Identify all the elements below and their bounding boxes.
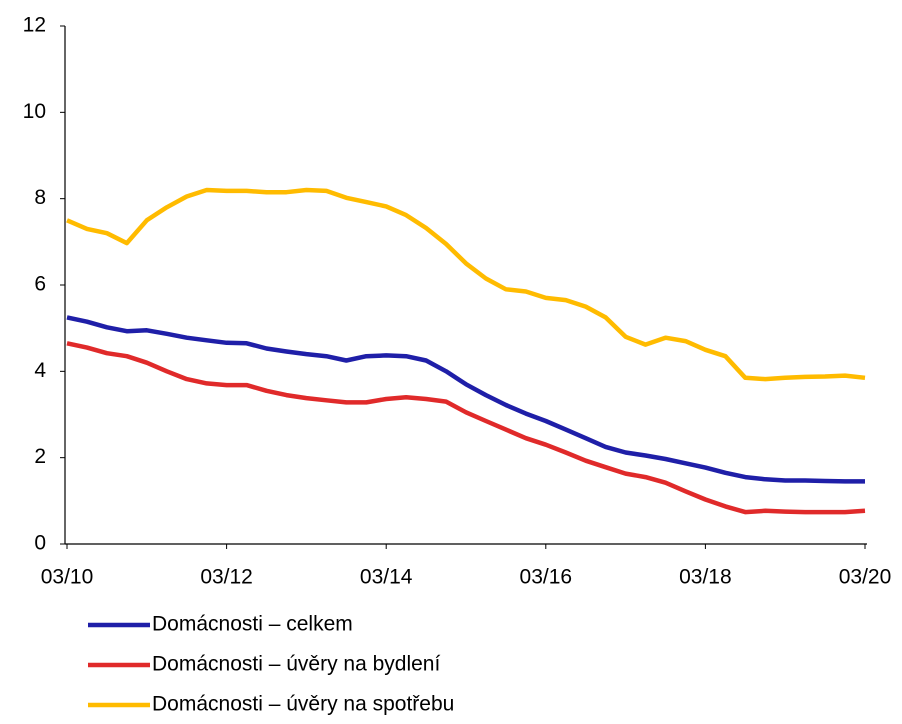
x-tick-label: 03/14 <box>360 566 413 589</box>
x-tick-label: 03/10 <box>41 566 94 589</box>
y-tick-label: 2 <box>34 445 46 468</box>
legend-label: Domácnosti – celkem <box>152 613 353 636</box>
y-tick-label: 12 <box>23 14 46 37</box>
y-tick-label: 10 <box>23 100 46 123</box>
x-tick-label: 03/16 <box>520 566 573 589</box>
x-tick-label: 03/20 <box>839 566 892 589</box>
legend-label: Domácnosti – úvěry na spotřebu <box>152 693 454 716</box>
y-tick-label: 4 <box>34 359 46 382</box>
series-line <box>66 187 866 382</box>
x-tick-label: 03/18 <box>679 566 732 589</box>
series-line <box>66 341 866 515</box>
y-tick-label: 0 <box>34 532 46 555</box>
legend-label: Domácnosti – úvěry na bydlení <box>152 653 440 676</box>
series-line <box>66 315 865 484</box>
y-tick-label: 6 <box>34 273 46 296</box>
y-tick-label: 8 <box>34 186 46 209</box>
x-tick-label: 03/12 <box>200 566 253 589</box>
